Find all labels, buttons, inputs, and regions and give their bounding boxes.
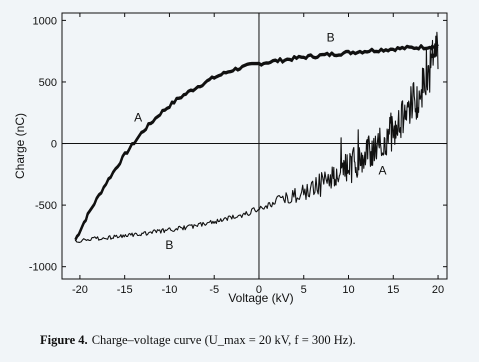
x-tick-label: -5	[209, 284, 219, 296]
hysteresis-traces	[74, 31, 439, 243]
plot-border	[61, 12, 448, 280]
trace-upper	[74, 43, 439, 241]
caption-lead: Figure 4.	[40, 333, 88, 347]
y-axis-label: Charge (nC)	[13, 113, 27, 179]
crosshair-lines	[62, 13, 447, 279]
x-tick-label: 10	[342, 284, 354, 296]
y-tick-label: 500	[39, 77, 57, 89]
y-tick-label: 0	[51, 139, 57, 151]
annotation-label: A	[134, 110, 142, 124]
x-tick-label: -15	[117, 284, 133, 296]
y-axis-ticks: 1000 500 0 -500 -1000	[29, 15, 447, 274]
annotation-label: B	[327, 30, 335, 44]
annotation-label: A	[379, 163, 387, 177]
annotation-label: B	[165, 238, 173, 252]
chart-svg: -20 -15 -10 -5 0 5 10 15 20 1000 500 0 -500 -1000 B A…	[13, 12, 448, 305]
trace-upper-shadow	[74, 45, 439, 242]
chart-area: -20 -15 -10 -5 0 5 10 15 20 1000 500 0 -500 -1000 B A…	[13, 12, 448, 305]
x-tick-label: 15	[387, 284, 399, 296]
y-tick-label: -500	[35, 200, 57, 212]
curve-annotations: B A A B	[134, 30, 386, 252]
x-axis-label: Voltage (kV)	[228, 291, 293, 305]
x-tick-label: 5	[301, 284, 307, 296]
y-tick-label: 1000	[33, 15, 57, 27]
trace-lower	[74, 31, 439, 243]
x-tick-label: 20	[432, 284, 444, 296]
x-tick-label: 0	[256, 284, 262, 296]
x-tick-label: -10	[161, 284, 177, 296]
y-tick-label: -1000	[29, 262, 57, 274]
plot-frame	[61, 12, 448, 280]
x-tick-label: -20	[72, 284, 88, 296]
figure-caption: Figure 4. Charge–voltage curve (U_max = 2…	[40, 333, 470, 353]
caption-text: Charge–voltage curve (U_max = 20 kV, f =…	[91, 333, 356, 347]
x-axis-ticks: -20 -15 -10 -5 0 5 10 15 20	[72, 13, 444, 296]
